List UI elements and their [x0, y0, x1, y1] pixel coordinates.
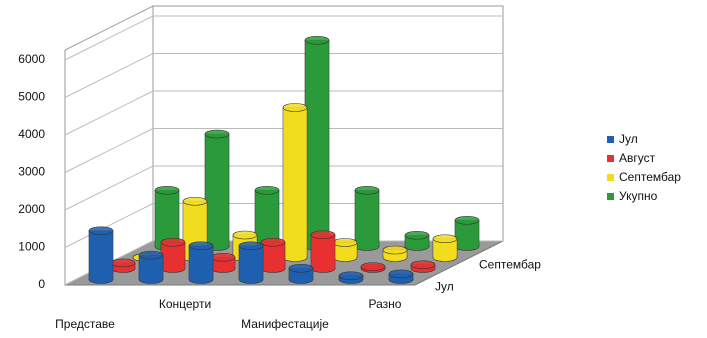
bar-body: [261, 242, 285, 269]
x-tick-label: Манифестације: [241, 317, 329, 331]
bar-body: [255, 190, 279, 247]
legend-swatch: [607, 193, 614, 200]
legend-label: Укупно: [619, 189, 658, 203]
bar-body: [283, 107, 307, 258]
grid-line: [64, 165, 503, 211]
bar-top: [260, 237, 286, 247]
bar-body: [405, 235, 429, 247]
x-tick-label: Концерти: [159, 297, 211, 311]
bar-body: [311, 234, 335, 269]
y-tick-label: 6000: [18, 52, 45, 66]
legend-swatch: [607, 155, 614, 162]
bar-body: [161, 242, 185, 269]
bar-body: [305, 40, 329, 247]
bar-body: [239, 245, 263, 280]
bar-top: [310, 230, 336, 240]
bar-top: [404, 230, 430, 240]
bar-top: [288, 263, 314, 273]
bar-top: [454, 215, 480, 225]
y-tick-label: 5000: [18, 90, 45, 104]
bar-top: [204, 129, 230, 139]
bar-top: [238, 241, 264, 251]
bar-body: [455, 220, 479, 247]
bar-top: [188, 241, 214, 251]
x-tick-label: Представе: [55, 317, 115, 331]
depth-tick-label: Септембар: [479, 258, 541, 272]
y-tick-label: 4000: [18, 127, 45, 141]
bar-top: [432, 234, 458, 244]
bar-top: [354, 185, 380, 195]
bar-top: [282, 103, 308, 112]
bar-top: [332, 238, 358, 247]
bar-top: [182, 196, 208, 206]
bar-body: [189, 245, 213, 280]
grid-line: [64, 53, 503, 98]
bar-body: [433, 238, 457, 258]
bar-top: [154, 185, 180, 195]
bar-body: [139, 255, 163, 280]
bar-top: [338, 271, 364, 281]
y-tick-label: 2000: [18, 202, 45, 216]
y-tick-label: 3000: [18, 165, 45, 179]
grid-line: [64, 128, 503, 173]
bar-top: [410, 260, 436, 270]
legend-label: Август: [619, 151, 656, 165]
grid-line: [64, 15, 503, 61]
bar-body: [155, 190, 179, 247]
depth-tick-label: Јул: [435, 280, 454, 294]
x-tick-label: Разно: [369, 297, 402, 311]
bar-top: [88, 226, 114, 236]
bar-body: [289, 268, 313, 280]
bar-top: [138, 250, 164, 260]
bar-top: [210, 252, 236, 262]
bar-top: [304, 35, 330, 45]
legend-label: Јул: [619, 132, 638, 146]
bar-top: [254, 185, 280, 195]
bar-top: [382, 245, 408, 255]
bar-top: [388, 269, 414, 279]
bar-body: [211, 257, 235, 269]
bar-body: [205, 134, 229, 247]
bar-body: [89, 230, 113, 280]
legend-swatch: [607, 174, 614, 181]
bar-top: [360, 262, 386, 271]
bar-top: [232, 230, 258, 240]
bar-top: [160, 237, 186, 247]
legend-swatch: [607, 136, 614, 143]
bar-top: [110, 258, 136, 268]
y-tick-label: 1000: [18, 240, 45, 254]
bar-body: [355, 190, 379, 247]
legend-label: Септембар: [619, 170, 681, 184]
grid-line: [64, 90, 503, 136]
y-tick-label: 0: [38, 277, 45, 291]
